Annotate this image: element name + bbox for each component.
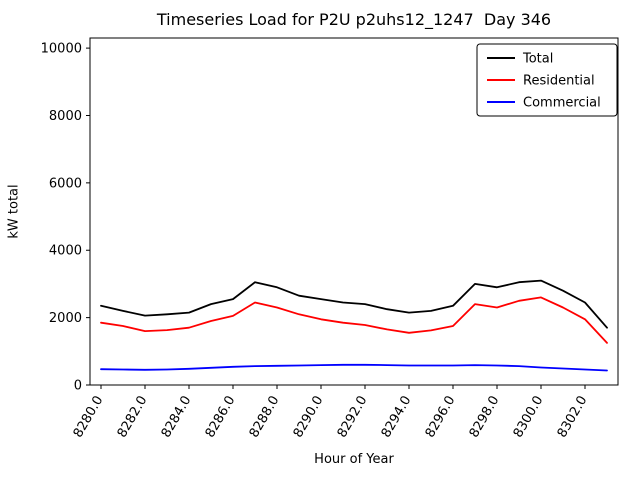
legend-box (476, 43, 618, 117)
chart-title: Timeseries Load for P2U p2uhs12_1247 Day… (156, 10, 552, 29)
y-tick-label: 4000 (49, 244, 82, 259)
x-tick-label: 8296.0 (423, 394, 459, 441)
x-tick-label: 8286.0 (203, 394, 239, 441)
series-line-residential (100, 296, 608, 344)
y-tick-label: 0 (74, 379, 82, 394)
y-tick-label: 8000 (49, 109, 82, 124)
legend: Total Residential Commercial (476, 43, 618, 117)
y-tick-label: 6000 (49, 176, 82, 191)
x-tick-label: 8302.0 (555, 394, 591, 441)
x-tick-label: 8288.0 (247, 394, 283, 441)
y-tick-label: 2000 (49, 311, 82, 326)
x-tick-label: 8282.0 (115, 394, 151, 441)
axes-frame (89, 37, 619, 386)
series-line-total (100, 279, 608, 329)
x-tick-label: 8290.0 (291, 394, 327, 441)
legend-label-residential: Residential (523, 74, 595, 89)
x-tick-label: 8294.0 (379, 394, 415, 441)
y-tick-label: 10000 (41, 42, 82, 57)
x-axis-label: Hour of Year (314, 452, 394, 467)
x-tick-label: 8280.0 (71, 394, 107, 441)
y-axis-label: kW total (6, 184, 22, 239)
legend-label-total: Total (522, 52, 553, 67)
x-tick-label: 8292.0 (335, 394, 371, 441)
series-line-commercial (100, 363, 608, 372)
x-tick-label: 8298.0 (467, 394, 503, 441)
legend-label-commercial: Commercial (523, 96, 601, 111)
x-tick-label: 8300.0 (511, 394, 547, 441)
x-tick-label: 8284.0 (159, 394, 195, 441)
